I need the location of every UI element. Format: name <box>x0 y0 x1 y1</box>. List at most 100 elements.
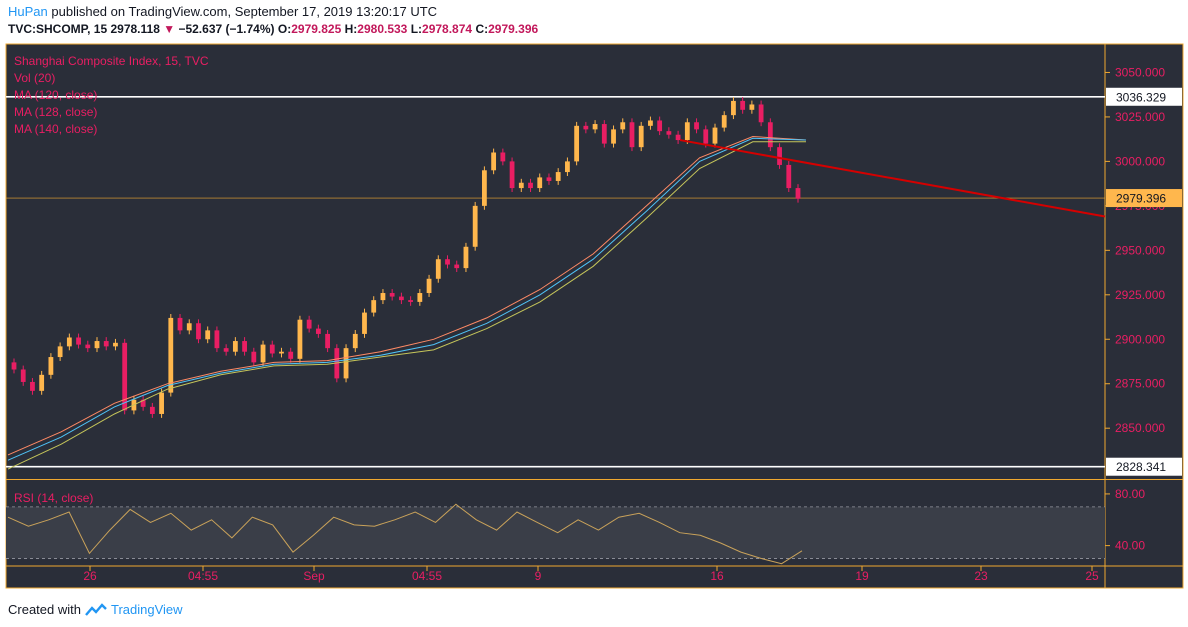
candle-body <box>786 164 792 189</box>
ohlc-line: TVC:SHCOMP, 15 2978.118 ▼ −52.637 (−1.74… <box>8 22 538 36</box>
level-price-label: 3036.329 <box>1116 90 1166 104</box>
publish-info: HuPan published on TradingView.com, Sept… <box>8 4 437 19</box>
time-tick-label: 9 <box>535 569 542 583</box>
level-price-label-box <box>1106 87 1182 106</box>
footer: Created with TradingView <box>8 602 183 617</box>
candle-body <box>48 357 54 375</box>
candle-body <box>232 341 238 352</box>
candle-body <box>657 120 663 132</box>
candles-group <box>11 97 801 418</box>
level-price-label: 2828.341 <box>1116 460 1166 474</box>
publisher-link[interactable]: HuPan <box>8 4 48 19</box>
price-tick-label: 2875.000 <box>1115 377 1165 391</box>
time-tick-label: 23 <box>974 569 988 583</box>
candle-body <box>223 348 229 352</box>
candle-body <box>537 177 543 189</box>
rsi-tick-label: 80.00 <box>1115 487 1145 501</box>
published-text: published on TradingView.com, September … <box>51 4 438 19</box>
candle-body <box>94 341 100 349</box>
price-tick-label: 3000.000 <box>1115 154 1165 168</box>
low-label: L: <box>410 22 423 36</box>
chart-frame <box>5 43 1184 589</box>
time-tick-label: Sep <box>303 569 325 583</box>
candle-body <box>251 351 257 363</box>
candle-body <box>39 374 45 391</box>
candle-body <box>472 205 478 247</box>
candle-body <box>565 161 570 173</box>
tradingview-logo-icon <box>85 602 107 616</box>
candle-body <box>103 341 109 347</box>
candle-body <box>288 351 294 359</box>
candle-body <box>214 330 220 349</box>
level-price-label-box <box>1106 457 1182 476</box>
candle-body <box>113 342 118 347</box>
candle-body <box>362 312 367 334</box>
legend-rsi: RSI (14, close) <box>14 491 93 505</box>
candle-body <box>315 328 321 334</box>
tradingview-brand-link[interactable]: TradingView <box>110 602 183 617</box>
ma-120-line <box>7 135 807 456</box>
candle-body <box>85 344 91 349</box>
price-tick-label: 3025.000 <box>1115 110 1165 124</box>
candle-body <box>398 296 404 301</box>
candle-body <box>159 392 164 414</box>
candle-body <box>620 122 626 130</box>
rsi-tick-label: 40.00 <box>1115 539 1145 553</box>
time-tick-label: 04:55 <box>188 569 218 583</box>
candle-body <box>712 127 718 144</box>
created-with-text: Created with <box>8 602 81 617</box>
candle-body <box>30 381 35 391</box>
legend-ma-128: MA (128, close) <box>14 105 97 119</box>
candle-body <box>177 317 183 331</box>
price-tick-label: 2950.000 <box>1115 243 1165 257</box>
candle-body <box>186 323 192 331</box>
candle-body <box>555 172 561 181</box>
candle-body <box>168 317 174 393</box>
time-tick-label: 16 <box>710 569 724 583</box>
candle-body <box>408 300 414 302</box>
candle-body <box>445 259 450 265</box>
candle-body <box>242 341 247 352</box>
candle-body <box>675 134 681 141</box>
candle-body <box>196 323 201 340</box>
candle-body <box>740 100 746 110</box>
candle-body <box>528 182 533 189</box>
candle-body <box>269 344 275 354</box>
price-tick-label: 2850.000 <box>1115 421 1165 435</box>
candle-body <box>325 333 330 349</box>
trendline <box>679 139 1106 218</box>
candle-body <box>518 182 524 189</box>
legend-title: Shanghai Composite Index, 15, TVC <box>14 54 209 68</box>
time-tick-label: 25 <box>1085 569 1099 583</box>
last-price-label: 2979.396 <box>1116 192 1166 206</box>
time-tick-label: 26 <box>83 569 97 583</box>
price-change: −52.637 (−1.74%) <box>178 22 275 36</box>
candle-body <box>648 120 653 126</box>
legend-ma-120: MA (120, close) <box>14 88 97 102</box>
last-price: 2978.118 <box>110 22 160 36</box>
candle-body <box>601 124 607 144</box>
close-value: 2979.396 <box>488 22 539 36</box>
price-chart[interactable]: 2850.000 2875.000 2900.000 2925.000 2950.000… <box>0 40 1188 595</box>
candle-body <box>205 330 211 340</box>
candle-body <box>417 293 423 302</box>
candle-body <box>629 122 635 148</box>
high-label: H: <box>344 22 358 36</box>
candle-body <box>76 337 81 345</box>
price-tick-label: 2900.000 <box>1115 332 1165 346</box>
legend-vol: Vol (20) <box>14 71 55 85</box>
candle-body <box>666 131 672 135</box>
candle-body <box>66 337 72 347</box>
candle-body <box>426 278 432 294</box>
candle-body <box>611 129 616 144</box>
last-price-label-box <box>1106 189 1182 208</box>
high-value: 2980.533 <box>357 22 408 36</box>
candle-body <box>352 333 358 349</box>
ma-140-line <box>7 141 806 470</box>
candle-body <box>20 369 26 382</box>
rsi-line <box>7 503 803 565</box>
candle-body <box>371 300 377 313</box>
candle-body <box>435 259 441 279</box>
candle-body <box>140 399 146 407</box>
low-value: 2978.874 <box>422 22 473 36</box>
